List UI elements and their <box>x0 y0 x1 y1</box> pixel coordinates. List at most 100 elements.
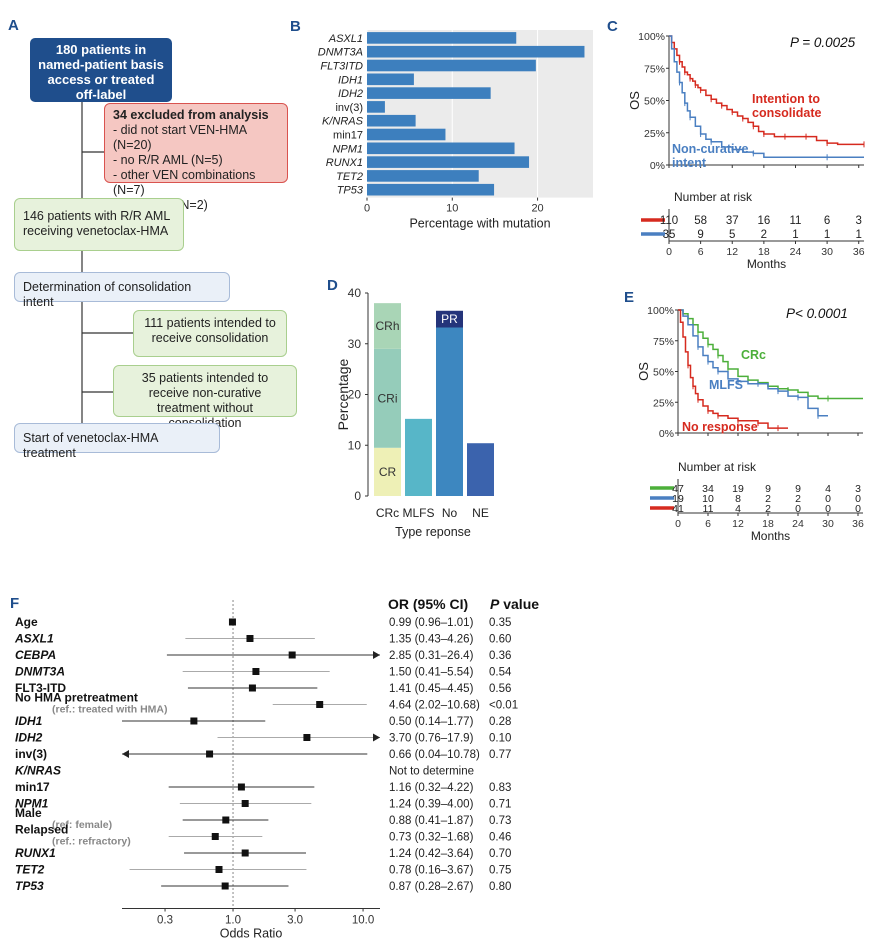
bar-segment <box>374 348 401 448</box>
bar <box>367 156 530 168</box>
km-chart-intent: 0% 25% 50% 75% 100% OS P = 0.0025 Intention toc… <box>627 31 865 271</box>
or-ci-value: 0.50 (0.14–1.77) <box>389 716 474 728</box>
p-value: <0.01 <box>489 700 518 712</box>
risk-count: 58 <box>694 215 707 227</box>
survival-curve <box>678 309 788 429</box>
bar <box>367 73 414 86</box>
risk-count: 4 <box>825 483 831 495</box>
x-tick-label: 12 <box>732 518 744 530</box>
column-header-p: P value <box>490 596 539 612</box>
y-tick-label: 0% <box>659 428 674 440</box>
risk-count: 0 <box>795 503 801 515</box>
point-estimate <box>248 684 256 692</box>
bar <box>367 45 585 58</box>
flow-excluded-box: 34 excluded from analysis - did not star… <box>104 103 288 212</box>
risk-count: 1 <box>792 229 798 241</box>
x-axis-title: Months <box>751 529 790 543</box>
x-tick-label: 6 <box>705 518 711 530</box>
y-tick-label: 10 <box>348 438 362 452</box>
x-tick-label: 24 <box>790 246 802 258</box>
risk-count: 110 <box>660 215 678 227</box>
row-label: TP53 <box>15 879 44 893</box>
excluded-title: 34 excluded from analysis <box>113 108 269 122</box>
row-sublabel: (ref.: refractory) <box>52 836 131 848</box>
panel-label-b: B <box>290 18 301 35</box>
p-value: 0.83 <box>489 782 511 794</box>
plot-background <box>367 30 593 198</box>
p-value: 0.73 <box>489 815 511 827</box>
point-estimate <box>222 816 230 824</box>
risk-count: 11 <box>703 503 714 515</box>
x-tick-label: 30 <box>822 518 834 530</box>
survival-curve <box>678 309 828 417</box>
bar-segment <box>467 443 494 496</box>
y-tick-label: 25% <box>653 397 674 409</box>
or-ci-value: 2.85 (0.31–26.4) <box>389 650 474 662</box>
curve-label: Non-curative <box>672 142 748 156</box>
p-value: 0.35 <box>489 617 511 629</box>
risk-count: 0 <box>825 493 831 505</box>
category-label: K/NRAS <box>322 116 364 128</box>
excluded-item: - other VEN combinations (N=7) <box>113 168 256 197</box>
point-estimate <box>316 701 324 708</box>
y-tick-label: 50% <box>644 96 665 108</box>
risk-count: 9 <box>697 229 703 241</box>
category-label: FLT3ITD <box>320 61 363 73</box>
km-chart-response: 0% 25% 50% 75% 100% OS P< 0.0001 CRc MLFS No resp… <box>636 305 864 543</box>
row-label: RUNX1 <box>15 846 56 860</box>
risk-count: 37 <box>726 215 739 227</box>
risk-count: 1 <box>824 229 830 241</box>
risk-count: 16 <box>757 215 770 227</box>
ci-arrow <box>373 651 380 659</box>
bar-segment <box>436 327 463 496</box>
tick-label: 20 <box>531 203 543 215</box>
risk-count: 19 <box>672 493 684 505</box>
risk-count: 2 <box>795 493 801 505</box>
x-axis-title: Months <box>747 257 786 271</box>
x-tick-label: 12 <box>726 246 738 258</box>
bar <box>367 142 515 155</box>
p-value: 0.56 <box>489 683 511 695</box>
or-ci-value: 1.50 (0.41–5.54) <box>389 667 474 679</box>
y-tick-label: 100% <box>638 31 665 43</box>
bar <box>367 32 517 44</box>
or-ci-value: 0.87 (0.28–2.67) <box>389 881 474 893</box>
category-label: TET2 <box>336 171 363 183</box>
flow-consolidation-box: 111 patients intended to receive consoli… <box>133 310 287 357</box>
or-ci-value: 0.78 (0.16–3.67) <box>389 865 474 877</box>
point-estimate <box>237 783 245 791</box>
row-label: K/NRAS <box>15 764 61 778</box>
point-estimate <box>246 635 254 642</box>
x-tick-label: 30 <box>821 246 833 258</box>
y-tick-label: 50% <box>653 367 674 379</box>
panel-label-d: D <box>327 277 338 294</box>
panel-label-e: E <box>624 289 634 306</box>
segment-label: CR <box>379 465 397 479</box>
p-value: 0.70 <box>489 848 511 860</box>
flow-top-box: 180 patients in named-patient basis acce… <box>30 38 172 102</box>
or-ci-value: 0.88 (0.41–1.87) <box>389 815 474 827</box>
segment-label: PR <box>441 312 458 326</box>
panel-label-f: F <box>10 595 19 612</box>
point-estimate <box>288 651 296 659</box>
curve-label: Intention to <box>752 92 820 106</box>
row-label: No HMA pretreatment <box>15 691 138 705</box>
p-value: 0.36 <box>489 650 511 662</box>
bar <box>367 128 446 141</box>
p-value: P< 0.0001 <box>786 306 848 321</box>
bar <box>367 59 536 72</box>
or-ci-value: 3.70 (0.76–17.9) <box>389 733 474 745</box>
row-label: ASXL1 <box>14 632 54 646</box>
flow-determination-box: Determination of consolidation intent <box>14 272 230 309</box>
row-label: CEBPA <box>15 648 56 662</box>
category-label: NPM1 <box>332 143 363 155</box>
curve-label: intent <box>672 156 707 170</box>
column-header-or: OR (95% CI) <box>388 596 468 612</box>
point-estimate <box>215 866 223 873</box>
segment-label: CRi <box>378 391 398 405</box>
x-tick-label: 6 <box>698 246 704 258</box>
bar-segment <box>405 418 432 496</box>
x-tick-label: 36 <box>853 246 865 258</box>
survival-curve <box>669 35 864 146</box>
